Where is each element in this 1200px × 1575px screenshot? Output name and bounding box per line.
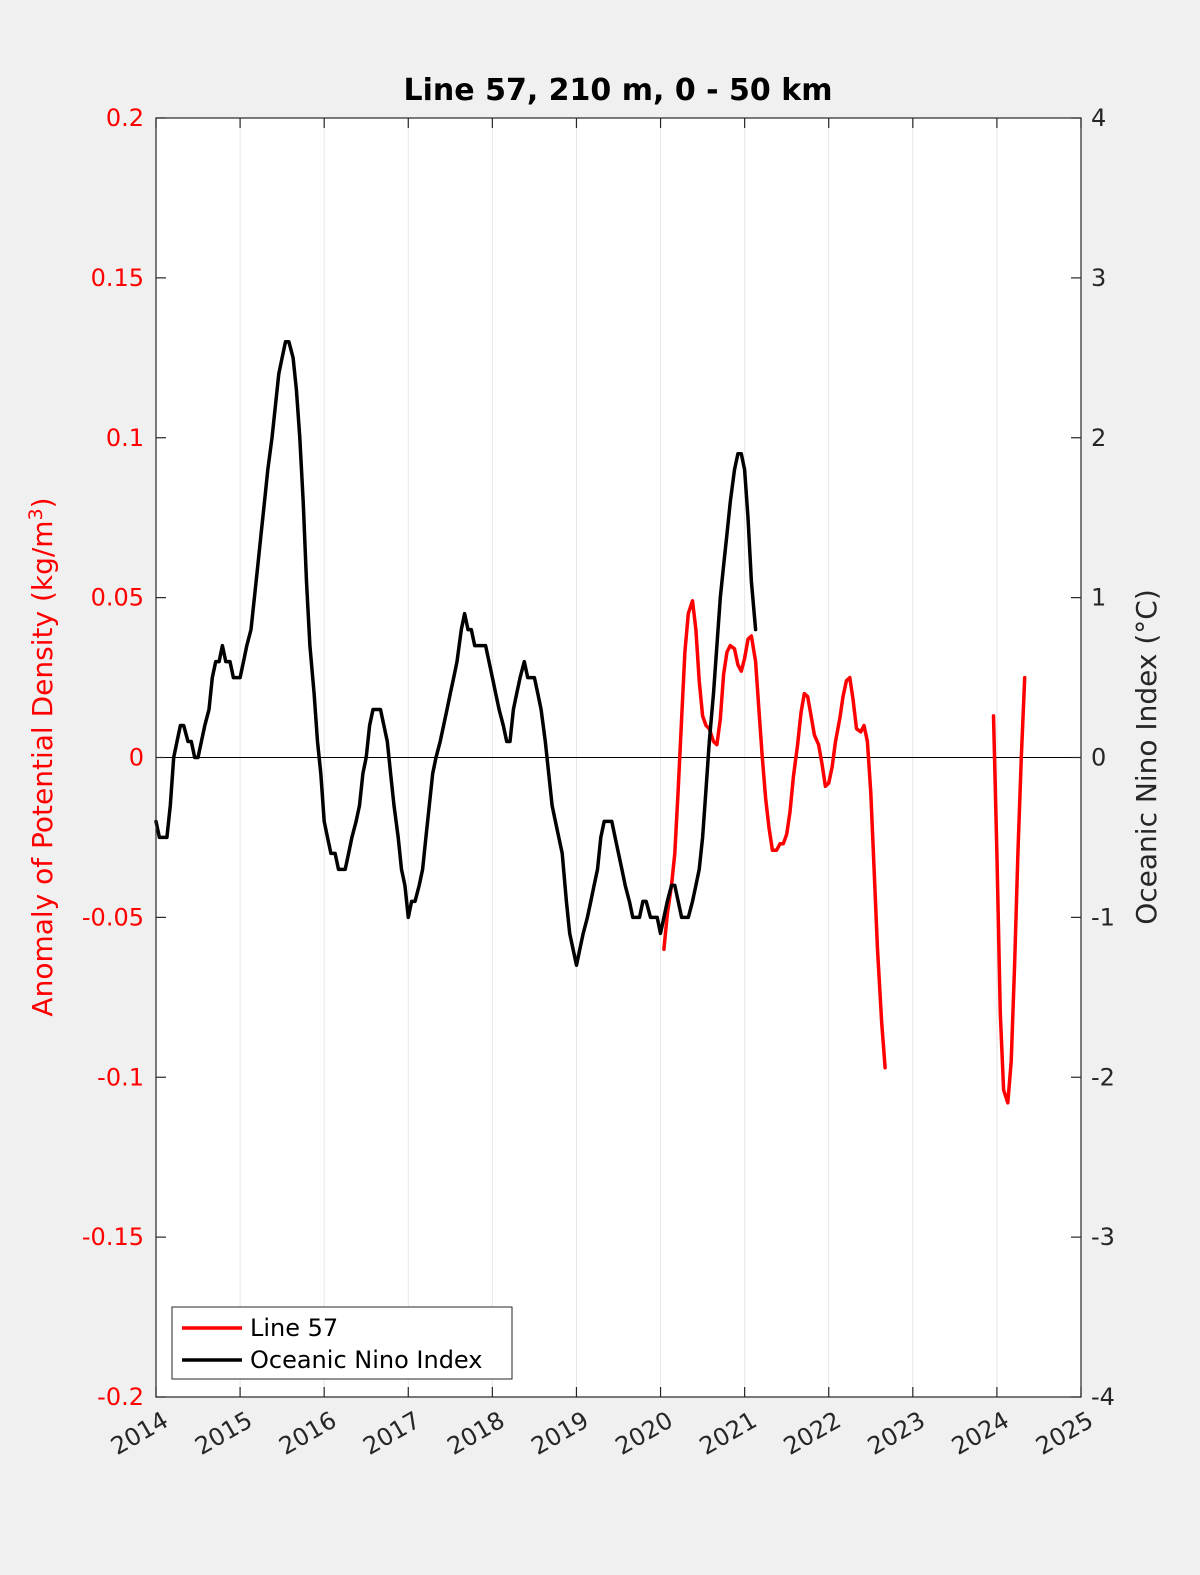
y-axis-label-right: Oceanic Nino Index (°C) [1130, 589, 1163, 925]
y-axis-label-left-close: ) [26, 497, 59, 508]
series-line-line-57 [662, 599, 887, 1070]
y-right-tick-label: -2 [1091, 1063, 1115, 1091]
y-left-tick-label: -0.15 [82, 1223, 144, 1251]
legend-label-oni: Oceanic Nino Index [250, 1346, 482, 1374]
y-right-tick-label: 4 [1091, 104, 1106, 132]
y-right-tick-label: 3 [1091, 264, 1106, 292]
y-right-tick-label: 1 [1091, 584, 1106, 612]
legend-box [171, 1306, 513, 1380]
y-right-tick-label: 2 [1091, 424, 1106, 452]
y-left-tick-label: 0 [129, 744, 144, 772]
legend-label-line-57: Line 57 [250, 1314, 338, 1342]
y-right-tick-label: -4 [1091, 1383, 1115, 1411]
y-left-tick-label: 0.05 [91, 584, 144, 612]
series-layer [154, 340, 1027, 1105]
y-axis-label-left-text: Anomaly of Potential Density (kg/m [26, 520, 59, 1016]
y-left-tick-label: 0.2 [106, 104, 144, 132]
y-left-tick-label: -0.2 [97, 1383, 144, 1411]
y-right-tick-label: -3 [1091, 1223, 1115, 1251]
y-left-tick-label: -0.1 [97, 1063, 144, 1091]
y-right-tick-label: -1 [1091, 903, 1115, 931]
chart-title: Line 57, 210 m, 0 - 50 km [404, 73, 833, 108]
y-axis-label-left-sup: 3 [25, 508, 47, 520]
y-left-tick-label: 0.15 [91, 264, 144, 292]
y-left-tick-label: -0.05 [82, 903, 144, 931]
series-line-line-57 [991, 675, 1027, 1105]
legend: Line 57 Oceanic Nino Index [171, 1306, 513, 1380]
series-line-oceanic-nino-index [154, 340, 758, 968]
y-axis-label-left: Anomaly of Potential Density (kg/m3) [25, 497, 59, 1016]
y-left-tick-label: 0.1 [106, 424, 144, 452]
y-right-tick-label: 0 [1091, 744, 1106, 772]
